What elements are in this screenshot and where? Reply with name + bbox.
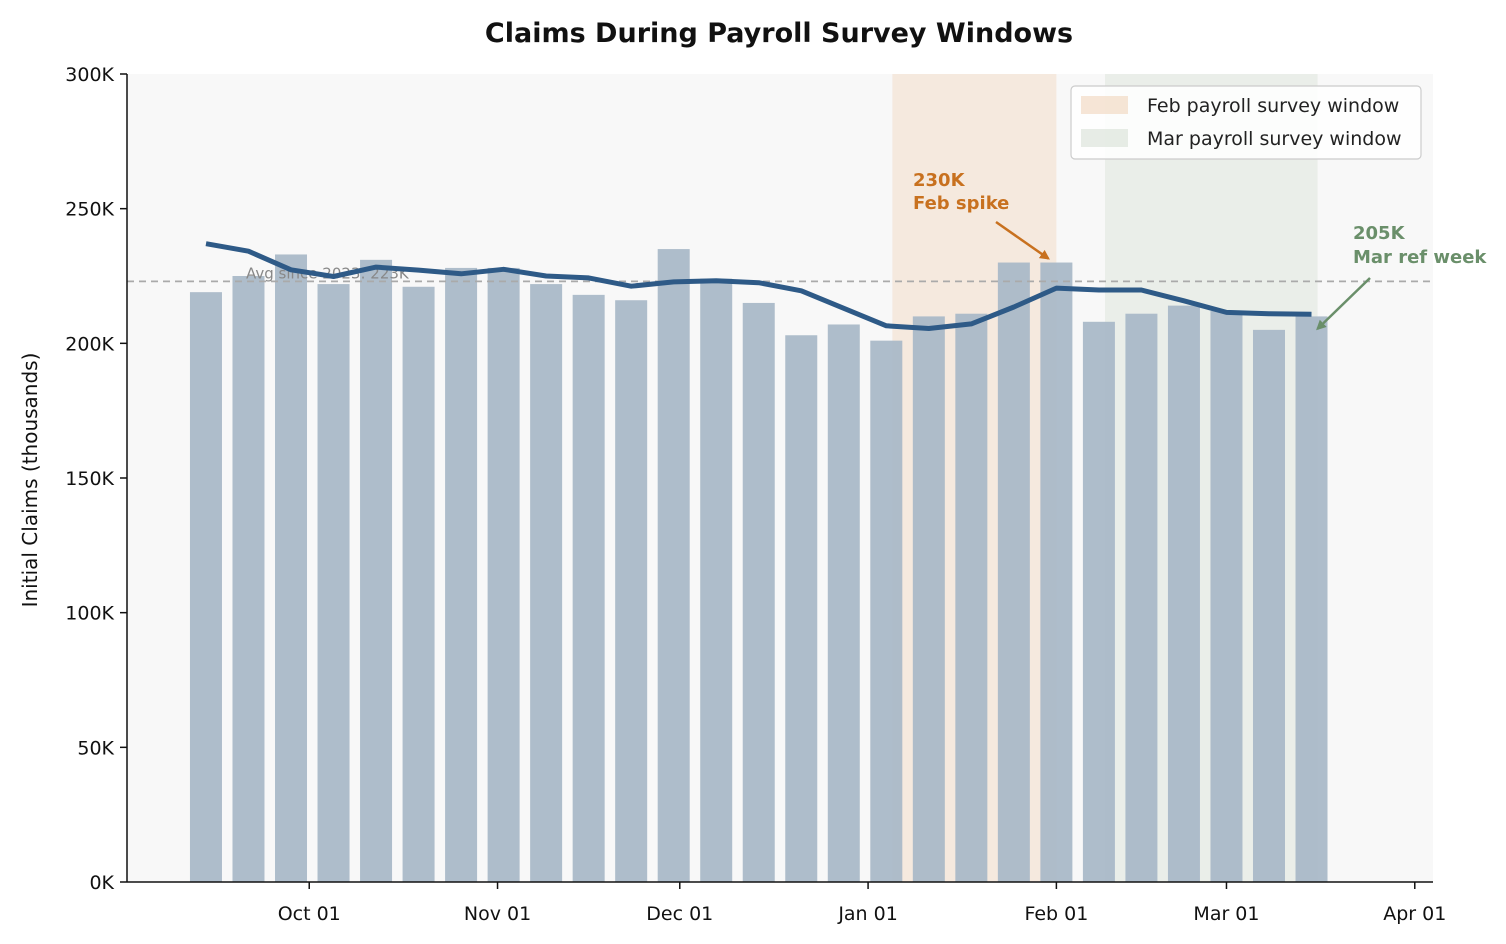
x-tick-label-2024-11-01: Nov 01 xyxy=(464,903,531,925)
y-tick-label-100: 100K xyxy=(65,603,114,625)
legend: Feb payroll survey window Mar payroll sur… xyxy=(1070,85,1422,160)
legend-label-2: Mar payroll survey window xyxy=(1147,128,1402,150)
annotation-mar-label: Mar ref week xyxy=(1353,247,1487,268)
bar-2025-02-08 xyxy=(1082,321,1115,883)
y-tick-label-50: 50K xyxy=(77,737,114,759)
bar-2024-11-30 xyxy=(657,249,690,883)
bar-2024-12-07 xyxy=(700,278,733,882)
x-tick-label-2024-10-01: Oct 01 xyxy=(278,903,341,925)
annotation-mar-value: 205K xyxy=(1353,223,1406,244)
y-tick-label-200: 200K xyxy=(65,333,114,355)
y-tick-label-150: 150K xyxy=(65,468,114,490)
x-tick-label-2025-03-01: Mar 01 xyxy=(1193,903,1259,925)
bar-2024-11-16 xyxy=(572,294,605,882)
legend-box xyxy=(1070,85,1422,160)
bar-2025-03-01 xyxy=(1210,311,1243,883)
y-tick-label-0: 0K xyxy=(89,872,114,894)
bar-2025-01-04 xyxy=(870,340,903,882)
chart-title: Claims During Payroll Survey Windows xyxy=(485,18,1073,49)
bar-2024-10-05 xyxy=(317,284,350,883)
bar-2025-02-01 xyxy=(1040,262,1073,882)
x-tick-label-2024-12-01: Dec 01 xyxy=(646,903,713,925)
y-tick-label-250: 250K xyxy=(65,199,114,221)
bar-2024-09-14 xyxy=(189,292,222,882)
annotation-feb-arrow xyxy=(995,220,1050,260)
x-tick-label-2025-01-01: Jan 01 xyxy=(837,903,898,925)
bar-2025-02-15 xyxy=(1125,313,1158,882)
bar-2024-09-28 xyxy=(275,254,308,882)
bar-2025-02-22 xyxy=(1167,305,1200,882)
annotation-mar-arrow xyxy=(1316,277,1371,331)
bar-2024-12-21 xyxy=(785,335,818,883)
bar-2025-01-11 xyxy=(912,316,945,882)
bar-2024-10-26 xyxy=(445,267,478,882)
bar-2025-03-15 xyxy=(1295,316,1328,882)
annotation-feb-value: 230K xyxy=(913,170,966,191)
bar-2024-11-09 xyxy=(530,284,563,883)
plot-area: Avg since 2023: 223K0K50K100K150K200K250… xyxy=(65,64,1487,925)
bar-2024-12-28 xyxy=(827,324,860,883)
bar-2025-01-18 xyxy=(955,313,988,882)
legend-label-1: Feb payroll survey window xyxy=(1147,95,1399,117)
y-tick-label-300: 300K xyxy=(65,64,114,86)
moving-average-line xyxy=(205,241,1312,331)
bar-2024-09-21 xyxy=(232,276,265,882)
y-axis-title: Initial Claims (thousands) xyxy=(18,353,42,608)
annotation-feb-label: Feb spike xyxy=(913,193,1009,214)
bar-2025-01-25 xyxy=(997,262,1030,882)
bar-2024-10-19 xyxy=(402,286,435,883)
bar-2024-11-02 xyxy=(487,267,520,882)
x-tick-label-2025-02-01: Feb 01 xyxy=(1024,903,1088,925)
bar-2024-10-12 xyxy=(360,259,393,883)
legend-swatch-1 xyxy=(1081,96,1128,114)
bar-2024-11-23 xyxy=(615,300,648,882)
bar-2025-03-08 xyxy=(1252,329,1285,882)
x-tick-label-2025-04-01: Apr 01 xyxy=(1383,903,1446,925)
bar-2024-12-14 xyxy=(742,302,775,882)
legend-swatch-2 xyxy=(1081,129,1128,147)
